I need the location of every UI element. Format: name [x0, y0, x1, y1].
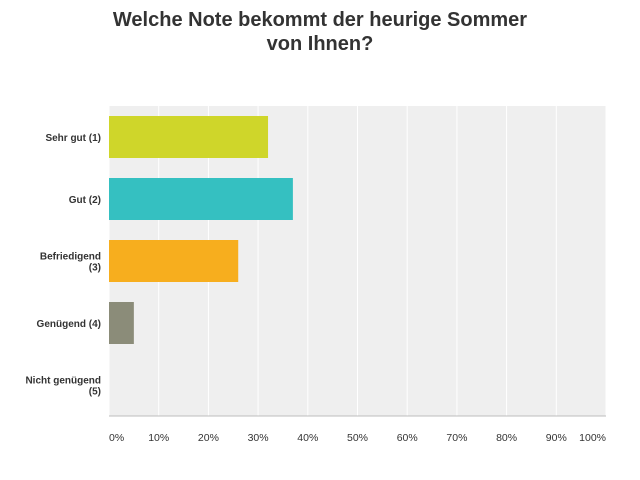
bar [109, 116, 269, 158]
x-tick-label: 80% [496, 432, 517, 444]
category-label: Genügend (4) [37, 319, 101, 330]
x-tick-label: 100% [579, 432, 606, 444]
x-tick-label: 20% [198, 432, 219, 444]
x-tick-label: 30% [248, 432, 269, 444]
bar [109, 302, 134, 344]
x-tick-label: 0% [109, 432, 124, 444]
x-tick-label: 60% [397, 432, 418, 444]
category-label: Befriedigend (3) [40, 252, 101, 274]
category-label: Nicht genügend (5) [25, 376, 101, 398]
x-tick-label: 70% [446, 432, 467, 444]
x-tick-label: 50% [347, 432, 368, 444]
chart-title: Welche Note bekommt der heurige Sommer v… [112, 9, 528, 55]
bar [109, 178, 293, 220]
category-label: Gut (2) [69, 195, 101, 206]
x-tick-label: 90% [546, 432, 567, 444]
category-label: Sehr gut (1) [45, 133, 101, 144]
x-tick-label: 10% [148, 432, 169, 444]
bar [109, 240, 239, 282]
x-tick-label: 40% [297, 432, 318, 444]
